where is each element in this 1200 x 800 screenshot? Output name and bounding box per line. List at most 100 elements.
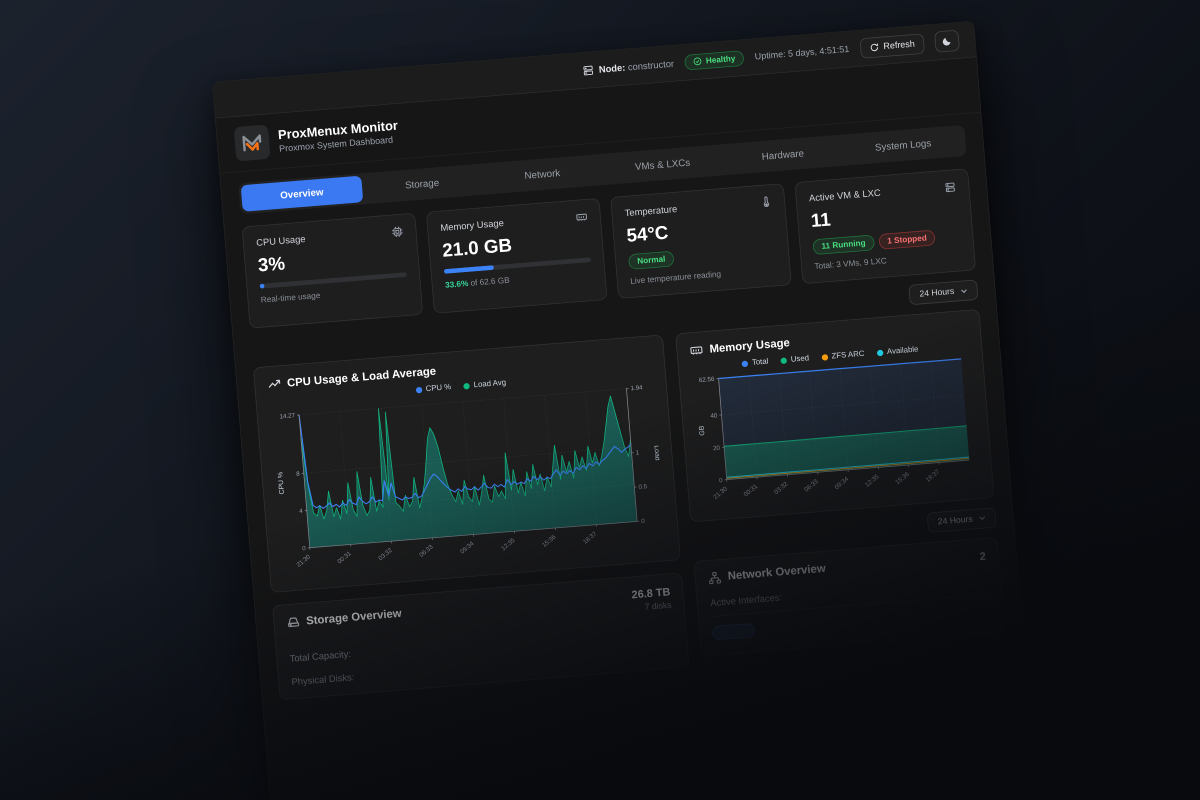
memory-usage-card: Memory Usage 21.0 GB 33.6% of 62.6 GB <box>425 197 608 314</box>
tab-hardware[interactable]: Hardware <box>761 147 805 163</box>
uptime-text: Uptime: 5 days, 4:51:51 <box>754 44 850 62</box>
hard-drive-icon <box>288 617 300 628</box>
temperature-card: Temperature 54°C Normal Live temperature… <box>610 183 792 299</box>
svg-text:09:34: 09:34 <box>459 540 476 556</box>
svg-text:1: 1 <box>635 449 640 456</box>
svg-text:14.27: 14.27 <box>279 412 296 420</box>
trending-up-icon <box>268 379 281 388</box>
svg-text:18:37: 18:37 <box>925 468 942 484</box>
dashboard-window: Node: constructor Healthy Uptime: 5 days… <box>212 20 1034 800</box>
svg-text:4: 4 <box>299 508 304 515</box>
tab-system-logs[interactable]: System Logs <box>874 137 932 154</box>
cpu-load-chart: 0 4 8 14.27 0 0.5 1 1.94 Load 21:30 00:31 03:32 06:3… <box>277 384 660 569</box>
temperature-value: 54°C <box>625 222 670 247</box>
charts-area: CPU Usage & Load Average CPU % Load Avg 0… <box>252 309 1006 701</box>
vm-card-title: Active VM & LXC <box>808 187 882 204</box>
storage-disk-count: 7 disks <box>644 600 672 613</box>
memory-chart: 0 20 40 62.56 21:30 00:31 03:32 06:33 09:34 12:35… <box>699 358 970 501</box>
vm-running-badge: 11 Running <box>812 234 875 256</box>
svg-text:09:34: 09:34 <box>834 475 851 491</box>
vm-caption: Total: 3 VMs, 9 LXC <box>814 256 888 272</box>
svg-text:GB: GB <box>699 425 707 436</box>
cpu-value: 3% <box>257 253 286 277</box>
memory-caption: 33.6% of 62.6 GB <box>444 275 510 291</box>
health-label: Healthy <box>705 53 736 66</box>
svg-text:00:31: 00:31 <box>336 550 353 566</box>
tab-overview[interactable]: Overview <box>240 175 364 212</box>
cpu-icon <box>392 226 403 238</box>
memory-icon <box>576 213 588 221</box>
active-vm-lxc-card: Active VM & LXC 11 11 Running 1 Stopped … <box>794 168 977 285</box>
cpu-caption: Real-time usage <box>260 290 321 305</box>
network-interface-count: 2 <box>979 549 987 563</box>
memory-chart-card: Memory Usage Total Used ZFS ARC Available 0… <box>675 309 995 523</box>
stack-icon <box>945 182 955 193</box>
svg-text:12:35: 12:35 <box>864 473 881 489</box>
svg-text:15:36: 15:36 <box>895 471 912 487</box>
right-column: Memory Usage Total Used ZFS ARC Available 0… <box>675 309 1006 657</box>
time-range-dropdown[interactable]: 24 Hours <box>908 279 979 306</box>
memory-icon <box>690 346 703 355</box>
check-circle-icon <box>693 57 702 66</box>
moon-icon <box>942 38 951 46</box>
thermometer-icon <box>763 196 770 208</box>
svg-text:62.56: 62.56 <box>699 376 716 384</box>
svg-text:06:33: 06:33 <box>418 543 435 559</box>
vm-stopped-badge: 1 Stopped <box>878 229 936 250</box>
legend-item: Used <box>780 354 809 365</box>
svg-text:CPU %: CPU % <box>277 472 286 495</box>
memory-card-title: Memory Usage <box>440 217 505 234</box>
interface-chip[interactable] <box>712 622 756 641</box>
server-icon <box>583 65 593 75</box>
node-label: Node: <box>598 61 626 75</box>
network-overview-card: Network Overview 2 Active Interfaces: <box>693 536 1006 657</box>
refresh-label: Refresh <box>883 39 916 52</box>
storage-title: Storage Overview <box>305 607 402 628</box>
svg-text:21:30: 21:30 <box>713 485 730 501</box>
tab-vms-lxcs[interactable]: VMs & LXCs <box>634 157 691 173</box>
svg-text:0: 0 <box>641 518 646 525</box>
tab-storage[interactable]: Storage <box>404 177 440 191</box>
svg-text:0: 0 <box>719 477 724 484</box>
temperature-caption: Live temperature reading <box>629 269 722 287</box>
temperature-status-badge: Normal <box>628 250 675 270</box>
node-value: constructor <box>627 57 675 73</box>
tab-network[interactable]: Network <box>524 167 561 182</box>
memory-time-range-label: 24 Hours <box>937 514 973 527</box>
theme-toggle-button[interactable] <box>934 29 960 53</box>
svg-text:06:33: 06:33 <box>804 478 821 494</box>
network-title: Network Overview <box>727 562 827 583</box>
temperature-card-title: Temperature <box>624 203 678 219</box>
legend-item: Total <box>741 357 769 368</box>
refresh-button[interactable]: Refresh <box>859 32 925 59</box>
svg-text:00:31: 00:31 <box>743 483 760 499</box>
svg-text:03:32: 03:32 <box>377 547 394 563</box>
logo-m-icon <box>242 134 262 152</box>
memory-value: 21.0 GB <box>441 234 513 262</box>
svg-text:8: 8 <box>296 471 301 478</box>
vm-count-value: 11 <box>810 209 832 232</box>
svg-text:Load: Load <box>652 445 660 461</box>
svg-text:15:36: 15:36 <box>541 533 558 549</box>
svg-text:40: 40 <box>710 412 718 420</box>
chevron-down-icon <box>979 516 986 521</box>
health-badge: Healthy <box>684 49 745 71</box>
svg-text:21:30: 21:30 <box>295 553 312 569</box>
memory-time-range-dropdown[interactable]: 24 Hours <box>926 507 997 533</box>
left-column: CPU Usage & Load Average CPU % Load Avg 0… <box>252 334 690 701</box>
node-indicator: Node: constructor <box>582 58 674 76</box>
cpu-card-title: CPU Usage <box>255 233 306 249</box>
svg-text:0.5: 0.5 <box>638 483 648 491</box>
svg-text:03:32: 03:32 <box>773 480 790 496</box>
refresh-icon <box>870 43 878 51</box>
storage-overview-card: Storage Overview 26.8 TB 7 disks Total C… <box>272 572 690 701</box>
proxmenux-logo <box>233 124 271 162</box>
time-range-label: 24 Hours <box>919 286 955 299</box>
cpu-usage-card: CPU Usage 3% Real-time usage <box>241 212 424 329</box>
svg-text:20: 20 <box>713 445 721 453</box>
cpu-load-chart-card: CPU Usage & Load Average CPU % Load Avg 0… <box>252 334 682 593</box>
svg-text:1.94: 1.94 <box>630 384 643 392</box>
storage-total-value: 26.8 TB <box>631 585 671 601</box>
svg-text:0: 0 <box>302 545 307 552</box>
network-icon <box>709 571 722 584</box>
